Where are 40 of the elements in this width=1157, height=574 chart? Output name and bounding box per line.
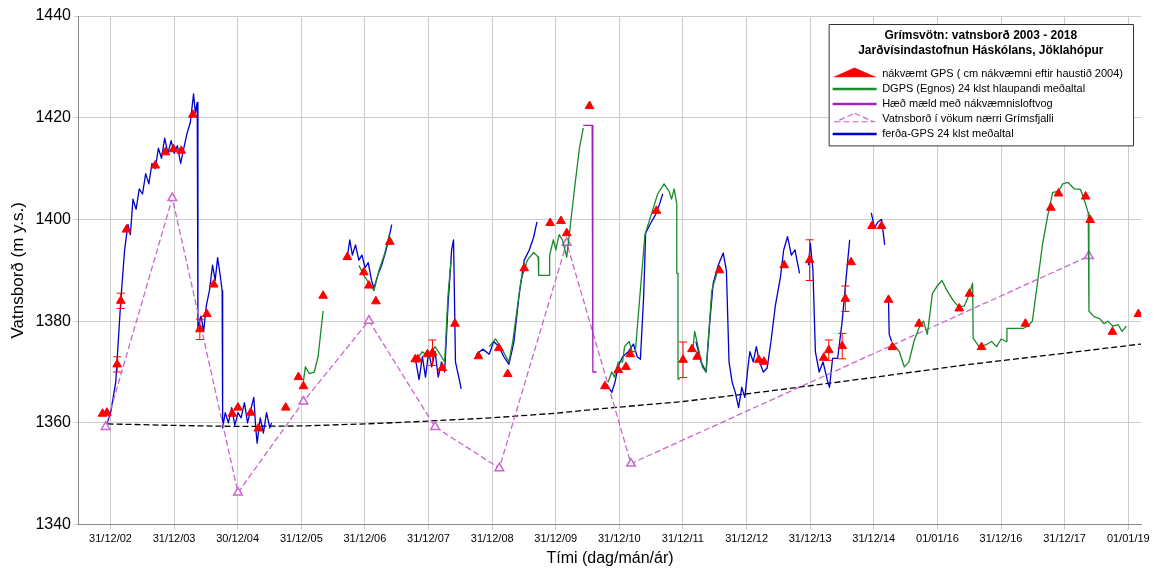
x-tick-label: 31/12/05: [279, 532, 323, 545]
y-tick-label: 1360: [35, 413, 72, 431]
x-tick-label: 31/12/10: [597, 532, 641, 545]
legend-label: Vatnsborð í vökum nærri Grímsfjalli: [882, 111, 1054, 124]
y-tick-label: 1380: [35, 311, 72, 329]
point: [232, 486, 244, 496]
legend-label: nákvæmt GPS ( cm nákvæmni eftir haustið 2004): [882, 66, 1124, 79]
point: [363, 314, 374, 324]
x-tick-label: 31/12/08: [470, 532, 514, 545]
point: [494, 462, 505, 472]
point: [430, 421, 441, 431]
x-tick-label: 31/12/02: [89, 532, 132, 545]
x-tick-label: 31/12/13: [788, 532, 832, 545]
point: [167, 192, 178, 202]
y-tick-label: 1340: [35, 515, 72, 533]
x-tick-label: 31/12/03: [152, 532, 196, 545]
x-tick-label: 31/12/14: [852, 532, 896, 545]
x-tick-label: 01/01/19: [1106, 532, 1150, 545]
x-tick-label: 31/12/16: [979, 532, 1023, 545]
x-tick-label: 31/12/17: [1043, 532, 1086, 545]
point: [298, 395, 309, 405]
y-tick-label: 1440: [35, 6, 72, 24]
legend-title: Grímsvötn: vatnsborð 2003 - 2018: [884, 28, 1078, 43]
legend-label: Hæð mæld með nákvæmnisloftvog: [882, 96, 1053, 109]
legend-label: ferða-GPS 24 klst meðaltal: [882, 126, 1014, 139]
x-tick-label: 01/01/16: [916, 532, 959, 545]
x-tick-label: 30/12/04: [216, 532, 260, 545]
legend-label: DGPS (Egnos) 24 klst hlaupandi meðaltal: [882, 81, 1086, 94]
y-tick-label: 1420: [35, 108, 72, 126]
x-tick-label: 31/12/06: [343, 532, 387, 545]
x-tick-label: 31/12/09: [534, 532, 578, 545]
x-tick-label: 31/12/07: [407, 532, 450, 545]
x-tick-label: 31/12/11: [661, 532, 704, 545]
x-axis-title: Tími (dag/mán/ár): [546, 548, 674, 566]
y-tick-label: 1400: [35, 209, 72, 227]
y-axis-title: Vatnsborð (m y.s.): [7, 202, 27, 339]
point: [625, 457, 637, 467]
point: [100, 421, 111, 431]
text: Jarðvísindastofnun Háskólans, Jöklahópur: [858, 42, 1104, 57]
x-tick-label: 31/12/12: [725, 532, 769, 545]
